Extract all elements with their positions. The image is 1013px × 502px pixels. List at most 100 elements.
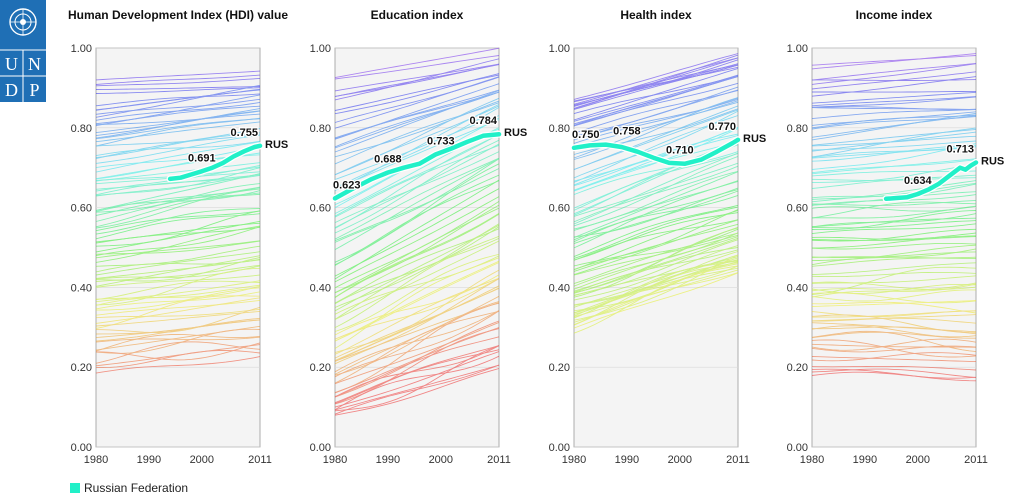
country-line [95, 291, 261, 310]
country-line [811, 220, 977, 229]
chart-title: Education index [371, 8, 464, 22]
country-line [334, 139, 500, 234]
country-line [811, 91, 977, 104]
country-line [573, 53, 739, 100]
country-line [811, 271, 977, 278]
country-line [811, 256, 976, 259]
country-line [334, 76, 500, 123]
country-line [95, 225, 261, 263]
country-line [573, 267, 739, 314]
country-line [95, 105, 261, 125]
country-line [334, 133, 500, 217]
country-line [96, 257, 261, 282]
country-line [95, 274, 261, 288]
country-line [811, 53, 977, 70]
country-line [95, 333, 261, 352]
country-line [811, 127, 977, 158]
y-tick-label: 0.20 [71, 362, 92, 374]
country-line [334, 349, 500, 404]
series-end-label: RUS [504, 127, 527, 139]
country-line [812, 317, 977, 324]
data-label: 0.750 [572, 129, 600, 141]
country-line [573, 223, 739, 272]
country-line [334, 63, 500, 92]
country-line [573, 97, 739, 160]
country-line [573, 110, 739, 179]
country-line [334, 240, 500, 320]
legend-label: Russian Federation [84, 481, 189, 495]
country-line [95, 86, 261, 90]
x-tick-label: 2011 [248, 454, 272, 466]
country-line [811, 368, 977, 378]
country-line [95, 341, 261, 364]
country-line [573, 219, 739, 276]
chart-title: Health index [620, 8, 692, 22]
country-line [573, 190, 739, 245]
y-tick-label: 0.80 [787, 123, 808, 135]
country-line [573, 189, 739, 238]
country-line [334, 204, 500, 294]
country-line [573, 260, 739, 319]
x-tick-label: 2000 [906, 454, 930, 466]
country-line [95, 317, 261, 342]
country-line [95, 267, 261, 306]
country-line [95, 207, 261, 235]
y-tick-label: 0.60 [310, 203, 331, 215]
data-label: 0.758 [613, 126, 641, 138]
country-line [334, 257, 500, 349]
country-line [811, 63, 977, 85]
background-lines [811, 53, 977, 382]
x-tick-label: 1990 [853, 454, 877, 466]
data-label: 0.691 [188, 152, 216, 164]
country-line [95, 173, 261, 212]
country-line [573, 140, 739, 191]
country-line [95, 118, 261, 140]
country-line [811, 170, 977, 177]
country-line [334, 143, 500, 229]
country-line [811, 338, 977, 351]
country-line [811, 116, 977, 130]
country-line [334, 100, 500, 158]
country-line [95, 226, 261, 244]
country-line [811, 314, 977, 322]
chart-title: Human Development Index (HDI) value [68, 8, 288, 22]
country-line [811, 368, 977, 382]
country-line [95, 134, 261, 147]
chart-panel: Human Development Index (HDI) value 0.00 0… [68, 8, 288, 466]
y-tick-label: 0.60 [549, 203, 570, 215]
logo-letter: D [5, 80, 18, 100]
y-tick-label: 0.60 [787, 203, 808, 215]
series-end-label: RUS [743, 133, 766, 145]
country-line [573, 204, 739, 258]
country-line [334, 235, 500, 329]
country-line [95, 213, 261, 240]
country-line [95, 77, 261, 87]
country-line [95, 284, 261, 300]
country-line [334, 301, 500, 376]
country-line [573, 247, 739, 294]
chart-panel: Health index 0.00 0.20 0.40 0.60 0.80 1.00 1980… [549, 8, 767, 466]
country-line [573, 100, 739, 148]
x-tick-label: 1980 [800, 454, 824, 466]
country-line [811, 107, 977, 110]
country-line [811, 55, 977, 66]
logo-letter: P [29, 80, 39, 100]
country-line [334, 188, 500, 277]
country-line [811, 96, 977, 107]
country-line [573, 262, 739, 326]
highlight-series-line [883, 160, 979, 202]
country-line [811, 63, 977, 81]
country-line [334, 168, 500, 242]
country-line [573, 194, 739, 241]
country-line [811, 242, 977, 250]
country-line [811, 365, 977, 371]
chart-panel: Education index 0.00 0.20 0.40 0.60 0.80 1.00 1… [310, 8, 528, 466]
country-line [95, 356, 261, 374]
y-tick-label: 0.00 [549, 442, 570, 454]
country-line [334, 364, 500, 411]
country-line [95, 328, 261, 354]
country-line [95, 220, 261, 253]
y-tick-label: 1.00 [787, 43, 808, 55]
country-line [334, 345, 500, 398]
country-line [811, 109, 977, 120]
